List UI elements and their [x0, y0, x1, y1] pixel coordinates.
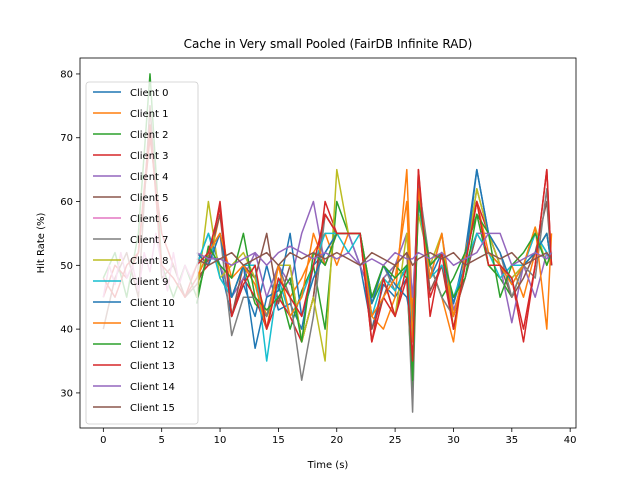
x-tick-label: 20 — [330, 435, 343, 446]
legend-label-4: Client 4 — [130, 172, 169, 183]
y-tick-label: 30 — [60, 388, 73, 399]
x-axis-label: Time (s) — [307, 460, 349, 471]
x-tick-label: 5 — [159, 435, 165, 446]
legend-label-12: Client 12 — [130, 340, 175, 351]
series-line-15 — [196, 251, 553, 267]
legend-label-11: Client 11 — [130, 319, 175, 330]
legend-label-7: Client 7 — [130, 235, 169, 246]
legend-label-6: Client 6 — [130, 214, 169, 225]
y-tick-label: 60 — [60, 197, 73, 208]
x-tick-label: 40 — [564, 435, 577, 446]
legend: Client 0 Client 1 Client 2 Client 3 Client 4… — [85, 81, 199, 425]
y-axis-ticks: 30 40 50 60 70 80 — [60, 69, 80, 399]
axes-frame — [79, 57, 577, 429]
legend-label-3: Client 3 — [130, 151, 169, 162]
legend-label-8: Client 8 — [130, 256, 169, 267]
x-tick-label: 15 — [272, 435, 285, 446]
x-tick-label: 30 — [447, 435, 460, 446]
legend-label-1: Client 1 — [130, 109, 169, 120]
x-tick-label: 35 — [505, 435, 518, 446]
legend-label-9: Client 9 — [130, 277, 169, 288]
x-axis-ticks: 0 5 10 15 20 25 30 35 40 — [100, 428, 577, 446]
y-tick-label: 50 — [60, 261, 73, 272]
legend-label-0: Client 0 — [130, 88, 169, 99]
x-tick-label: 25 — [389, 435, 402, 446]
y-tick-label: 70 — [60, 133, 73, 144]
legend-label-2: Client 2 — [130, 130, 169, 141]
legend-box — [85, 81, 199, 425]
legend-label-14: Client 14 — [130, 382, 175, 393]
legend-label-13: Client 13 — [130, 361, 175, 372]
x-tick-label: 10 — [214, 435, 227, 446]
legend-label-15: Client 15 — [130, 403, 175, 414]
x-tick-label: 0 — [100, 435, 106, 446]
legend-label-5: Client 5 — [130, 193, 169, 204]
chart-title: Cache in Very small Pooled (FairDB Infin… — [184, 37, 473, 51]
y-tick-label: 80 — [60, 69, 73, 80]
legend-label-10: Client 10 — [130, 298, 175, 309]
y-tick-label: 40 — [60, 325, 73, 336]
y-axis-label: Hit Rate (%) — [36, 212, 47, 273]
series-line-11 — [196, 188, 553, 343]
